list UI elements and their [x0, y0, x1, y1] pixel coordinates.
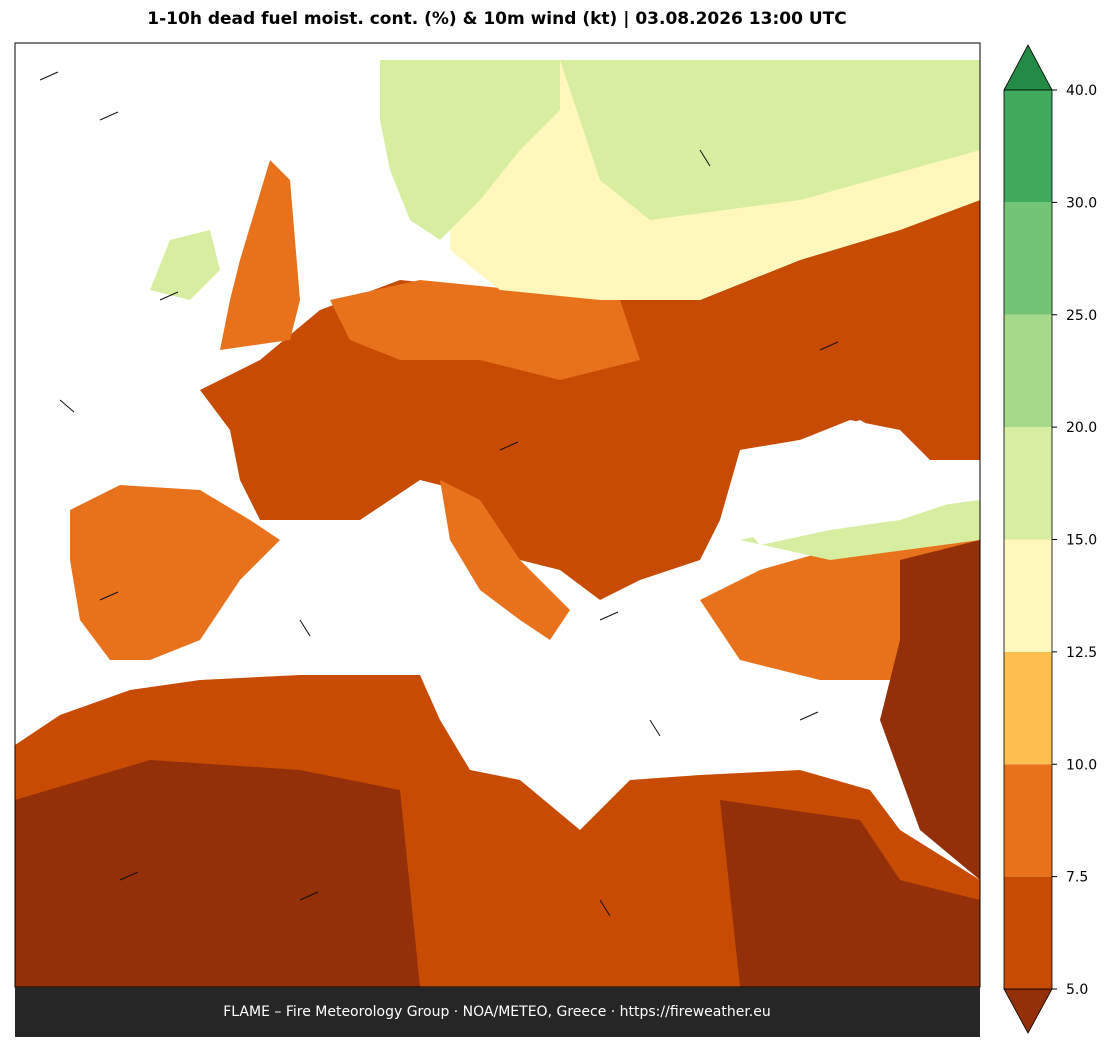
land-britain: [220, 160, 300, 350]
sea-black: [730, 420, 960, 545]
footer: FLAME – Fire Meteorology Group · NOA/MET…: [223, 1004, 771, 1020]
land-egypt: [720, 800, 980, 987]
colorbar-band: [1004, 202, 1052, 315]
land-central: [330, 280, 640, 380]
colorbar-tick-label: 12.5: [1066, 645, 1097, 661]
land-finland: [560, 60, 980, 220]
colorbar-under: [1003, 988, 1053, 1034]
colorbar-over: [1003, 44, 1053, 91]
colorbar-tick-label: 20.0: [1066, 420, 1097, 436]
land-pontic: [740, 500, 980, 560]
land-sahara: [15, 760, 420, 987]
colorbar-tick-label: 10.0: [1066, 757, 1097, 773]
land-iberia: [70, 485, 280, 660]
colorbar-tick-label: 5.0: [1066, 982, 1088, 998]
colorbar-tick-label: 7.5: [1066, 870, 1088, 886]
colorbar-tick-label: 30.0: [1066, 195, 1097, 211]
colorbar-band: [1004, 314, 1052, 428]
colorbar-tick-label: 15.0: [1066, 533, 1097, 549]
wind-barbs: [39, 71, 839, 917]
colorbar-tick-label: 40.0: [1066, 83, 1097, 99]
colorbar-band: [1004, 539, 1052, 652]
map: [15, 43, 980, 987]
footer-bar: [15, 987, 980, 1037]
colorbar-tick-label: 25.0: [1066, 308, 1097, 324]
colorbar-band: [1004, 90, 1052, 203]
colorbar: 5.0 7.5 10.0 12.5 15.0 20.0 25.0 30.0 40.0: [1003, 44, 1097, 1034]
colorbar-band: [1004, 764, 1052, 877]
land-ireland: [150, 230, 220, 300]
title: 1-10h dead fuel moist. cont. (%) & 10m w…: [147, 9, 846, 29]
colorbar-band: [1004, 427, 1052, 540]
land-levant: [880, 540, 980, 880]
land-scandinavia: [380, 60, 560, 240]
colorbar-band: [1004, 651, 1052, 765]
colorbar-band: [1004, 876, 1052, 989]
land-italy: [440, 480, 570, 640]
